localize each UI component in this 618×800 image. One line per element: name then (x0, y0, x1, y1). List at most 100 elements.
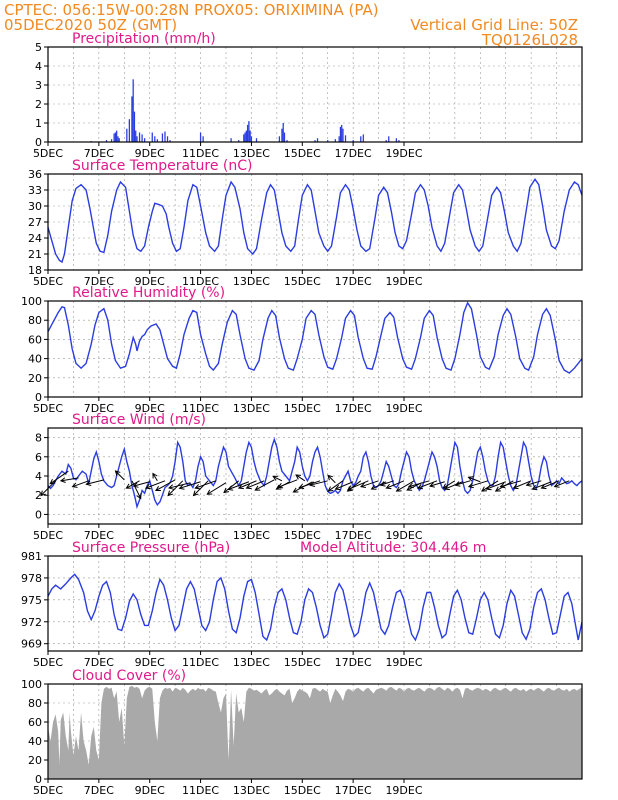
precipitation-title: Precipitation (mm/h) (72, 31, 216, 47)
wind-date-label: 7DEC (84, 529, 114, 542)
precipitation-bar (352, 140, 354, 142)
wind-arrow (467, 476, 481, 483)
temperature-date-label: 9DEC (135, 275, 165, 288)
wind-arrow (125, 480, 140, 489)
temperature-frame (47, 173, 583, 271)
precipitation-bar (126, 128, 128, 142)
wind-arrow (499, 480, 522, 489)
precipitation-bar (135, 130, 137, 142)
wind-arrow (167, 480, 184, 497)
humidity-panel: 0 20 40 60 80 100 5DEC 7DEC 9DEC 11DEC 13DEC 15DEC 1… (21, 285, 583, 415)
wind-arrow (429, 481, 445, 488)
wind-date-label: 17DEC (335, 529, 372, 542)
precipitation-bar (282, 123, 284, 142)
cloud-cover-panel: 0 20 40 60 80 100 5DEC 7DEC 9DEC 11DEC 13DEC 15DEC 1… (21, 668, 583, 797)
wind-arrow (194, 480, 216, 490)
precipitation-bar (283, 132, 286, 142)
precipitation-date-label: 19DEC (385, 147, 422, 160)
wind-date-label: 19DEC (385, 529, 422, 542)
temperature-ytick-label: 21 (28, 248, 42, 261)
wind-ytick-label: 8 (35, 432, 42, 445)
precipitation-bar (116, 130, 118, 142)
wind-arrow (192, 480, 209, 497)
temperature-date-label: 17DEC (335, 275, 372, 288)
humidity-date-label: 7DEC (84, 402, 114, 415)
precipitation-date-label: 7DEC (84, 147, 114, 160)
wind-date-label: 13DEC (233, 529, 270, 542)
precipitation-bar (339, 126, 342, 142)
precipitation-bar (230, 138, 232, 142)
precipitation-bar (199, 132, 202, 142)
wind-arrow (85, 479, 105, 486)
wind-arrow (206, 482, 227, 495)
pressure-panel: 969 972 975 978 981 5DEC 7DEC 9DEC 11DEC 13DEC 15D… (21, 540, 583, 669)
precipitation-bar (314, 140, 316, 142)
wind-arrow (223, 480, 240, 494)
wind-arrow (417, 480, 438, 490)
pressure-date-label: 15DEC (284, 656, 321, 669)
precipitation-ytick-label: 2 (35, 98, 42, 111)
cloud-cover-date-label: 11DEC (182, 784, 219, 797)
precipitation-date-label: 17DEC (335, 147, 372, 160)
wind-title: Surface Wind (m/s) (72, 412, 206, 428)
wind-arrow (245, 480, 265, 490)
temperature-date-label: 19DEC (385, 275, 422, 288)
wind-arrow (467, 480, 489, 489)
precipitation-date-label: 11DEC (182, 147, 219, 160)
humidity-ytick-label: 60 (28, 333, 42, 346)
precipitation-panel: 0 1 2 3 4 5 5DEC 7DEC 9DEC 11DEC 13DEC 15DEC 17DEC 19… (33, 31, 583, 160)
pressure-line (47, 573, 583, 642)
temperature-ytick-label: 24 (28, 232, 42, 245)
precipitation-bar (341, 124, 343, 142)
humidity-ytick-label: 80 (28, 314, 42, 327)
precipitation-bar (255, 138, 258, 142)
temperature-ytick-label: 33 (28, 184, 42, 197)
pressure-ytick-label: 972 (21, 616, 42, 629)
precipitation-ytick-label: 0 (35, 136, 42, 149)
pressure-date-label: 13DEC (233, 656, 270, 669)
wind-arrow (540, 480, 560, 490)
wind-frame (47, 427, 583, 525)
precipitation-bar (246, 124, 249, 142)
precipitation-bar (161, 133, 164, 142)
humidity-date-label: 5DEC (33, 402, 63, 415)
wind-arrow (553, 480, 570, 488)
wind-arrow (485, 481, 506, 491)
precipitation-bar (327, 140, 329, 142)
wind-arrow (154, 479, 176, 492)
wind-arrow (395, 480, 415, 492)
wind-arrow (327, 480, 344, 492)
temperature-ytick-label: 30 (28, 200, 42, 213)
precipitation-bar (248, 121, 250, 142)
header-grid-note: Vertical Grid Line: 50Z (410, 16, 578, 34)
precipitation-bar (338, 136, 340, 142)
wind-arrow (254, 479, 275, 491)
precipitation-bar (202, 136, 204, 142)
cloud-cover-ytick-label: 40 (28, 735, 42, 748)
precipitation-bar (156, 139, 158, 142)
temperature-date-label: 15DEC (284, 275, 321, 288)
pressure-annotation: Model Altitude: 304.446 m (300, 540, 486, 556)
pressure-ytick-label: 975 (21, 594, 42, 607)
wind-arrow (168, 482, 191, 490)
cloud-cover-date-label: 17DEC (335, 784, 372, 797)
precipitation-bar (362, 134, 364, 142)
humidity-ytick-label: 20 (28, 372, 42, 385)
humidity-ytick-label: 100 (21, 295, 42, 308)
precipitation-bar (105, 140, 108, 142)
humidity-title: Relative Humidity (%) (72, 285, 225, 301)
cloud-cover-date-label: 13DEC (233, 784, 270, 797)
wind-arrow (272, 475, 283, 482)
precipitation-bar (238, 140, 240, 142)
temperature-date-label: 5DEC (33, 275, 63, 288)
temperature-line (47, 178, 583, 264)
wind-arrow (327, 474, 336, 484)
precipitation-bar (342, 128, 344, 142)
wind-arrow (309, 480, 328, 487)
precipitation-bar (114, 132, 117, 142)
temperature-date-label: 11DEC (182, 275, 219, 288)
precipitation-bar (166, 136, 169, 142)
pressure-date-label: 11DEC (182, 656, 219, 669)
wind-date-label: 9DEC (135, 529, 165, 542)
